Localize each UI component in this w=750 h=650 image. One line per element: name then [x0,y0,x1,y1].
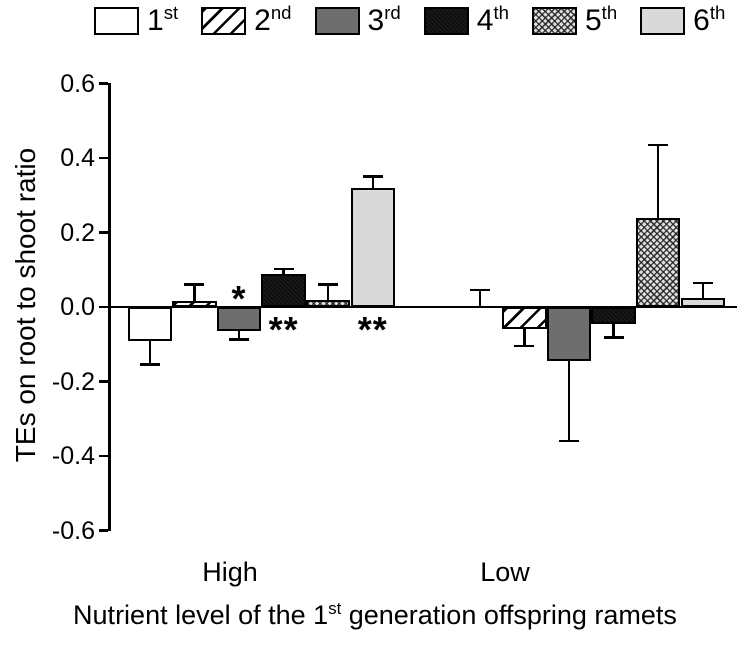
error-bar-cap [362,175,383,178]
legend-item-5th: 5th [531,2,618,37]
error-bar-stem [282,269,285,275]
error-bar-stem [148,340,152,365]
y-axis-tick [99,380,108,383]
bar-low-5th [635,217,681,307]
bar-low-6th [680,297,726,307]
legend-label: 6th [693,2,726,37]
y-tick-label: 0.0 [60,293,95,321]
legend-item-4th: 4th [423,2,509,37]
error-bar-cap [273,267,294,271]
legend-label-sup: th [709,2,726,23]
legend-swatch-diagonal-hatch [201,7,247,35]
error-bar-cap [692,281,713,285]
zero-baseline [108,305,737,309]
significance-marker: ** [268,309,299,350]
error-bar-stem [326,284,330,301]
legend-label-sup: st [163,2,179,23]
legend-swatch-black [423,7,469,35]
y-tick-label: 0.4 [60,144,95,172]
legend-label: 4th [476,2,509,37]
legend-item-6th: 6th [640,2,726,37]
x-axis-title: Nutrient level of the 1st generation off… [0,599,750,631]
legend-swatch-dark-gray [314,7,360,35]
error-bar-stem [656,144,660,218]
legend-label-sup: th [601,2,618,23]
error-bar-stem [478,290,482,307]
x-axis-title-prefix: Nutrient level of the 1 [73,600,329,630]
x-axis-title-sup: st [328,599,342,618]
error-bar-cap [469,288,490,292]
error-bar-cap [603,336,624,339]
legend-label: 3rd [367,2,401,37]
error-bar-cap [559,439,579,443]
legend-item-1st: 1st [94,2,179,37]
significance-marker: ** [357,309,388,350]
bar-high-5th [305,300,351,307]
error-bar-stem [567,361,571,442]
y-axis-tick [99,156,108,160]
error-bar-cap [184,283,205,286]
bar-high-3rd [216,307,262,332]
legend-label-sup: nd [270,2,292,23]
error-bar-cap [648,143,669,147]
legend-label: 5th [584,2,618,37]
bar-low-2nd [502,307,547,330]
bar-high-6th [350,187,396,307]
error-bar-cap [514,344,535,348]
y-axis-tick [99,454,108,458]
bar-high-4th [261,274,306,307]
legend-label: 2nd [254,2,292,37]
y-axis-tick [99,529,108,532]
legend-item-3rd: 3rd [314,2,401,37]
error-bar-stem [523,329,526,347]
y-tick-label: 0.6 [60,69,95,98]
y-tick-label: -0.6 [51,516,95,545]
legend-label-sup: th [493,2,509,23]
group-label-high: High [202,557,258,587]
bar-low-3rd [546,307,592,361]
legend-label-sup: rd [384,2,401,23]
error-bar-cap [229,338,249,341]
significance-marker: * [231,278,247,319]
legend-item-2nd: 2nd [201,2,292,37]
error-bar-stem [371,176,375,188]
error-bar-cap [318,283,339,286]
error-bar-stem [237,331,241,340]
legend-swatch-light-gray [640,7,686,35]
error-bar-stem [193,284,196,302]
y-axis-tick [99,231,108,234]
y-tick-label: -0.4 [51,442,95,470]
bar-low-4th [591,307,636,324]
group-label-low: Low [480,557,530,587]
y-axis-tick [99,82,108,85]
error-bar-cap [139,363,160,366]
x-axis-title-suffix: generation offspring ramets [341,600,677,630]
legend-swatch-crosshatch [531,7,577,35]
error-bar-stem [612,323,615,338]
y-tick-label: -0.2 [51,367,95,396]
bar-high-1st [127,307,173,341]
y-axis-tick [99,305,108,309]
legend-swatch-white [94,7,139,35]
y-tick-label: 0.2 [60,218,95,247]
bar-high-2nd [172,301,217,307]
error-bar-stem [701,282,705,298]
chart-legend: 1st 2nd 3rd 4th 5th 6th [94,2,726,37]
legend-label: 1st [147,2,179,37]
